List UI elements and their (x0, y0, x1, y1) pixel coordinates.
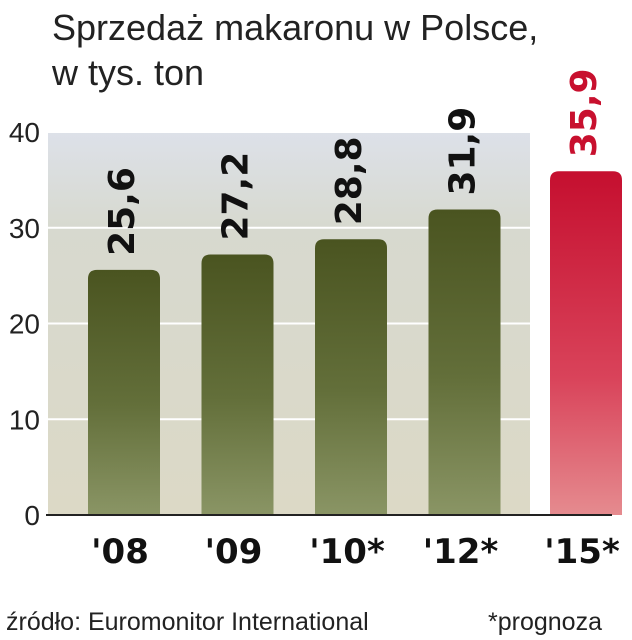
x-category-label: '12* (423, 532, 499, 572)
y-axis-ticks: 0 10 20 30 40 (9, 117, 40, 531)
x-category-label: '15* (544, 532, 620, 572)
x-category-label: '08 (91, 532, 149, 572)
y-tick-label: 20 (9, 309, 40, 340)
x-axis-labels: '08 '09 '10* '12* '15* (91, 532, 620, 572)
bar-0 (88, 269, 160, 515)
value-label: 35,9 (564, 68, 605, 157)
bar-2 (315, 239, 387, 516)
chart-title: Sprzedaż makaronu w Polsce, (52, 7, 538, 48)
value-label: 25,6 (102, 167, 143, 256)
source-note: źródło: Euromonitor International (6, 608, 369, 636)
bar-1 (201, 254, 274, 515)
value-labels: 25,6 27,2 28,8 31,9 35,9 (102, 68, 605, 255)
bar-4 (550, 171, 622, 515)
y-tick-label: 10 (9, 404, 40, 435)
bar-3 (428, 209, 501, 515)
y-tick-label: 40 (9, 117, 40, 148)
x-category-label: '09 (205, 532, 263, 572)
y-tick-label: 30 (9, 213, 40, 244)
x-category-label: '10* (309, 532, 385, 572)
value-label: 31,9 (443, 107, 484, 196)
chart-subtitle: w tys. ton (51, 52, 204, 93)
y-tick-label: 0 (24, 500, 40, 531)
value-label: 27,2 (216, 152, 257, 241)
forecast-note: *prognoza (488, 608, 602, 636)
bars (88, 171, 622, 516)
value-label: 28,8 (329, 136, 370, 225)
